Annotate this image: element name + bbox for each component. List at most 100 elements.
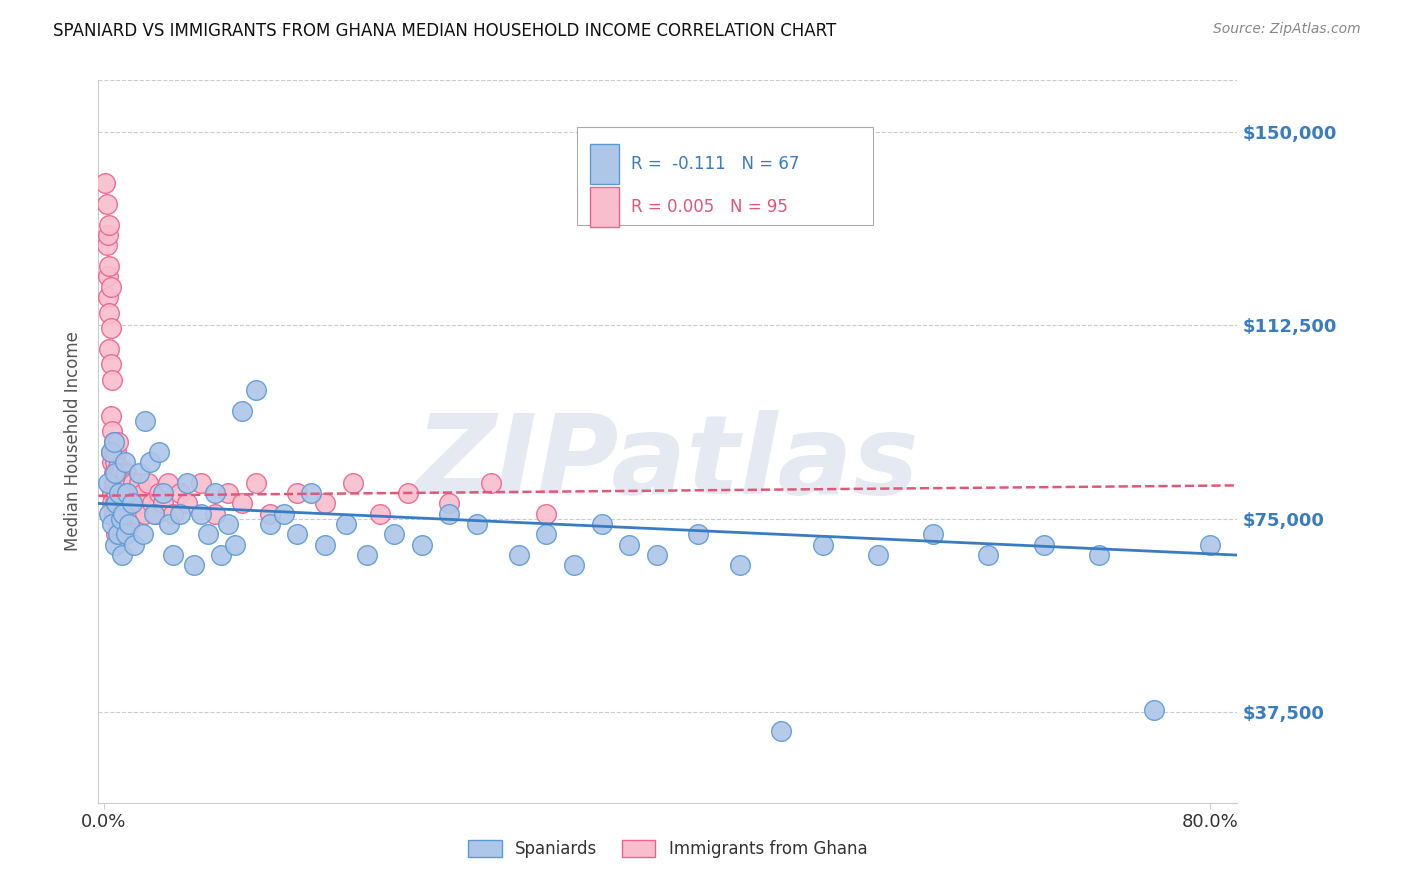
Point xyxy=(98,342,121,356)
Point xyxy=(107,517,129,532)
Point xyxy=(120,507,142,521)
Point xyxy=(287,486,309,500)
Point xyxy=(105,527,128,541)
Point xyxy=(112,486,135,500)
Point xyxy=(107,460,129,475)
Point xyxy=(105,496,128,510)
Point xyxy=(110,512,132,526)
Point xyxy=(141,496,163,510)
Y-axis label: Median Household Income: Median Household Income xyxy=(65,332,83,551)
Point xyxy=(382,527,405,541)
Point xyxy=(396,486,419,500)
Point xyxy=(688,527,710,541)
Point xyxy=(176,496,198,510)
Point xyxy=(101,496,124,510)
Point xyxy=(117,486,139,500)
Point xyxy=(287,527,309,541)
Point xyxy=(121,496,143,510)
Point xyxy=(411,538,433,552)
Point xyxy=(299,486,322,500)
Point xyxy=(105,445,128,459)
Point xyxy=(103,507,125,521)
Point xyxy=(134,414,156,428)
Point xyxy=(101,424,124,438)
Point xyxy=(231,496,253,510)
Point xyxy=(136,475,159,490)
Point xyxy=(190,475,212,490)
Point xyxy=(169,486,191,500)
Point xyxy=(103,434,125,449)
Point xyxy=(100,279,122,293)
Point xyxy=(121,496,143,510)
Point xyxy=(142,507,165,521)
Point xyxy=(104,538,127,552)
Legend: Spaniards, Immigrants from Ghana: Spaniards, Immigrants from Ghana xyxy=(460,832,876,867)
Point xyxy=(209,548,232,562)
Point xyxy=(1198,538,1220,552)
Point xyxy=(131,486,153,500)
Point xyxy=(162,548,184,562)
Point xyxy=(770,723,793,738)
Point xyxy=(101,486,124,500)
Point xyxy=(128,496,150,510)
Point xyxy=(100,445,122,459)
Point xyxy=(152,496,174,510)
Point xyxy=(100,409,122,423)
Point xyxy=(1088,548,1111,562)
Point xyxy=(104,475,127,490)
Point xyxy=(245,383,267,397)
Point xyxy=(128,475,150,490)
Point xyxy=(107,475,129,490)
Point xyxy=(176,475,198,490)
Point xyxy=(224,538,246,552)
Point xyxy=(131,527,153,541)
Point xyxy=(977,548,1000,562)
Point xyxy=(118,517,141,532)
Point xyxy=(111,507,134,521)
Text: Source: ZipAtlas.com: Source: ZipAtlas.com xyxy=(1213,22,1361,37)
Point xyxy=(273,507,295,521)
Point xyxy=(103,434,125,449)
Point xyxy=(183,558,205,573)
Point xyxy=(104,455,127,469)
Point xyxy=(169,507,191,521)
Point xyxy=(105,496,128,510)
Point xyxy=(617,538,640,552)
Text: SPANIARD VS IMMIGRANTS FROM GHANA MEDIAN HOUSEHOLD INCOME CORRELATION CHART: SPANIARD VS IMMIGRANTS FROM GHANA MEDIAN… xyxy=(53,22,837,40)
Point xyxy=(728,558,751,573)
FancyBboxPatch shape xyxy=(591,187,619,227)
Point xyxy=(114,475,136,490)
Point xyxy=(112,527,135,541)
Point xyxy=(105,486,128,500)
Point xyxy=(111,486,134,500)
Point xyxy=(98,305,121,319)
Point xyxy=(591,517,613,532)
Point xyxy=(534,507,557,521)
Point xyxy=(100,357,122,371)
Point xyxy=(148,486,170,500)
Point xyxy=(148,445,170,459)
Point xyxy=(1032,538,1054,552)
Point xyxy=(117,486,139,500)
Point xyxy=(134,507,156,521)
Point xyxy=(107,507,129,521)
Point xyxy=(103,445,125,459)
Point xyxy=(100,445,122,459)
Point xyxy=(97,269,120,284)
Point xyxy=(108,486,131,500)
Point xyxy=(370,507,392,521)
Point xyxy=(231,403,253,417)
Point xyxy=(245,475,267,490)
Point xyxy=(156,475,179,490)
Point xyxy=(356,548,378,562)
Point xyxy=(162,507,184,521)
Point xyxy=(108,466,131,480)
Point xyxy=(145,507,167,521)
Point xyxy=(138,455,160,469)
Point xyxy=(217,517,239,532)
Point xyxy=(110,507,132,521)
Point xyxy=(97,228,120,243)
Point xyxy=(534,527,557,541)
Point xyxy=(125,507,148,521)
Point xyxy=(111,548,134,562)
